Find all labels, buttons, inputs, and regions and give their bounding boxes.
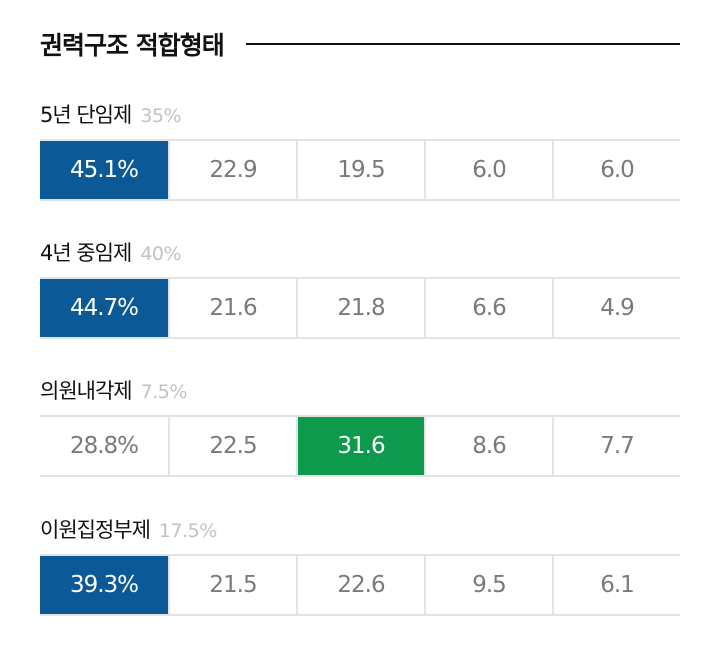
value-cell: 7.7 bbox=[552, 417, 680, 475]
value-cell: 4.9 bbox=[552, 279, 680, 337]
highlighted-value-cell: 44.7% bbox=[40, 279, 168, 337]
value-cell: 21.6 bbox=[168, 279, 296, 337]
row-share: 17.5% bbox=[158, 520, 217, 542]
row-label: 5년 단임제 bbox=[40, 103, 132, 127]
value-cell: 8.6 bbox=[424, 417, 552, 475]
chart-header: 권력구조 적합형태 bbox=[40, 26, 680, 62]
row-cells: 28.8% 22.5 31.6 8.6 7.7 bbox=[40, 415, 680, 477]
chart-title: 권력구조 적합형태 bbox=[40, 31, 225, 60]
row-cells: 39.3% 21.5 22.6 9.5 6.1 bbox=[40, 554, 680, 616]
value-cell: 22.9 bbox=[168, 141, 296, 199]
row-label: 4년 중임제 bbox=[40, 241, 132, 265]
row-cells: 45.1% 22.9 19.5 6.0 6.0 bbox=[40, 139, 680, 201]
value-cell: 6.0 bbox=[424, 141, 552, 199]
title-divider bbox=[245, 43, 680, 45]
value-cell: 21.5 bbox=[168, 556, 296, 614]
row-cells: 44.7% 21.6 21.8 6.6 4.9 bbox=[40, 277, 680, 339]
row-label: 의원내각제 bbox=[40, 379, 133, 403]
value-cell: 21.8 bbox=[296, 279, 424, 337]
value-cell: 6.6 bbox=[424, 279, 552, 337]
value-cell: 9.5 bbox=[424, 556, 552, 614]
row-section: 5년 단임제 35% 45.1% 22.9 19.5 6.0 6.0 bbox=[40, 99, 680, 201]
value-cell: 19.5 bbox=[296, 141, 424, 199]
value-cell: 22.6 bbox=[296, 556, 424, 614]
value-cell: 6.1 bbox=[552, 556, 680, 614]
value-cell: 6.0 bbox=[552, 141, 680, 199]
highlighted-value-cell: 31.6 bbox=[296, 417, 424, 475]
row-section: 이원집정부제 17.5% 39.3% 21.5 22.6 9.5 6.1 bbox=[40, 514, 680, 616]
row-label: 이원집정부제 bbox=[40, 518, 151, 542]
row-section: 의원내각제 7.5% 28.8% 22.5 31.6 8.6 7.7 bbox=[40, 375, 680, 477]
row-share: 35% bbox=[140, 105, 182, 127]
row-share: 40% bbox=[140, 243, 182, 265]
value-cell: 28.8% bbox=[69, 433, 139, 459]
highlighted-value-cell: 45.1% bbox=[40, 141, 168, 199]
row-section: 4년 중임제 40% 44.7% 21.6 21.8 6.6 4.9 bbox=[40, 237, 680, 339]
row-share: 7.5% bbox=[140, 381, 188, 403]
value-cell: 22.5 bbox=[168, 417, 296, 475]
highlighted-value-cell: 39.3% bbox=[40, 556, 168, 614]
